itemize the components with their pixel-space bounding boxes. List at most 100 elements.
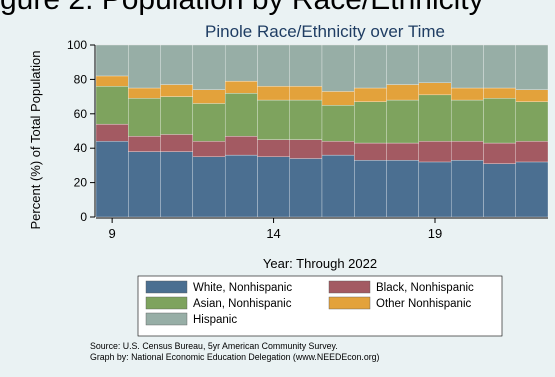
bar-segment: [257, 44, 290, 87]
bar-segment: [289, 158, 323, 218]
bar-segment: [192, 156, 226, 218]
bar-segment: [386, 160, 420, 218]
bar-segment: [128, 98, 161, 137]
bar-segment: [450, 44, 484, 89]
bar-segment: [450, 141, 484, 161]
bar-segment: [160, 134, 194, 152]
bar-segment: [321, 154, 355, 218]
source-note: Source: U.S. Census Bureau, 5yr American…: [90, 341, 379, 363]
bar-segment: [354, 101, 387, 144]
bar-segment: [192, 141, 226, 157]
page-caption: gure 2. Population by Race/Ethnicity: [0, 0, 484, 17]
bar-segment: [160, 44, 194, 85]
bar-segment: [160, 151, 194, 218]
bar-segment: [515, 101, 549, 142]
legend-swatch: [145, 312, 188, 326]
bar-segment: [160, 84, 194, 97]
bar-segment: [192, 89, 226, 104]
y-tick-label: 100: [67, 38, 87, 52]
legend-label: White, Nonhispanic: [193, 282, 292, 294]
bar-segment: [192, 103, 226, 142]
bar-segment: [418, 82, 452, 96]
bar-segment: [224, 154, 258, 218]
bar-segment: [354, 44, 387, 89]
bar-segment: [515, 161, 549, 218]
x-tick-label: 19: [428, 226, 442, 241]
bar-segment: [128, 44, 161, 89]
y-tick-label: 20: [74, 176, 88, 190]
legend-swatch: [145, 280, 188, 294]
y-tick-label: 40: [74, 141, 88, 155]
legend-label: Asian, Nonhispanic: [193, 298, 292, 310]
bar-segment: [483, 87, 516, 99]
bar-segment: [386, 44, 420, 85]
bars: [95, 44, 549, 218]
y-axis: 0 20 40 60 80 100: [67, 38, 96, 224]
y-tick-label: 0: [80, 210, 87, 224]
bar-segment: [321, 141, 355, 156]
bar-segment: [515, 44, 549, 90]
legend-label: Black, Nonhispanic: [376, 282, 474, 294]
bar-segment: [95, 86, 129, 125]
bar-segment: [515, 89, 549, 102]
bar-segment: [160, 96, 194, 135]
bar-segment: [192, 44, 226, 90]
bar-segment: [224, 136, 258, 156]
bar-segment: [321, 44, 355, 92]
bar-segment: [289, 44, 323, 87]
bar-segment: [450, 87, 484, 101]
bar-segment: [95, 141, 129, 218]
y-axis-label: Percent (%) of Total Population: [28, 51, 43, 230]
x-tick-label: 14: [266, 226, 280, 241]
bar-segment: [354, 87, 387, 102]
source-line: Source: U.S. Census Bureau, 5yr American…: [90, 341, 338, 351]
bar-segment: [95, 75, 129, 87]
bar-segment: [483, 44, 516, 89]
bar-segment: [321, 91, 355, 106]
legend-swatch: [328, 296, 371, 310]
bar-segment: [354, 142, 387, 161]
bar-segment: [289, 86, 323, 101]
credit-line: Graph by: National Economic Education De…: [90, 352, 380, 362]
bar-segment: [418, 94, 452, 142]
y-tick-label: 60: [74, 107, 88, 121]
bar-segment: [289, 99, 323, 140]
legend-label: Other Nonhispanic: [376, 298, 471, 310]
bar-segment: [450, 160, 484, 218]
bar-segment: [386, 84, 420, 101]
bar-segment: [354, 160, 387, 218]
legend-swatch: [145, 296, 188, 310]
x-tick-label: 9: [109, 226, 116, 241]
chart-title: Pinole Race/Ethnicity over Time: [205, 22, 445, 41]
bar-segment: [483, 163, 516, 218]
bar-segment: [418, 161, 452, 218]
bar-segment: [386, 99, 420, 144]
legend-swatch: [328, 280, 371, 294]
bar-segment: [515, 141, 549, 163]
bar-segment: [289, 139, 323, 159]
bar-segment: [95, 123, 129, 142]
bar-segment: [128, 87, 161, 99]
bar-segment: [224, 93, 258, 137]
bar-segment: [257, 139, 290, 157]
y-tick-label: 80: [74, 72, 88, 86]
bar-segment: [128, 136, 161, 152]
bar-segment: [386, 142, 420, 161]
legend-label: Hispanic: [193, 314, 237, 326]
legend-box: [137, 275, 503, 337]
legend: White, Nonhispanic Black, Nonhispanic Asia…: [145, 280, 474, 326]
bar-segment: [224, 80, 258, 94]
bar-segment: [128, 151, 161, 218]
bar-segment: [450, 99, 484, 142]
bar-segment: [418, 141, 452, 163]
bar-segment: [257, 86, 290, 101]
bar-segment: [224, 44, 258, 82]
x-axis: 9 14 19: [96, 217, 548, 241]
x-axis-label: Year: Through 2022: [263, 256, 377, 271]
bar-segment: [257, 99, 290, 140]
bar-segment: [483, 98, 516, 144]
bar-segment: [95, 44, 129, 77]
bar-segment: [483, 142, 516, 164]
bar-segment: [257, 156, 290, 218]
